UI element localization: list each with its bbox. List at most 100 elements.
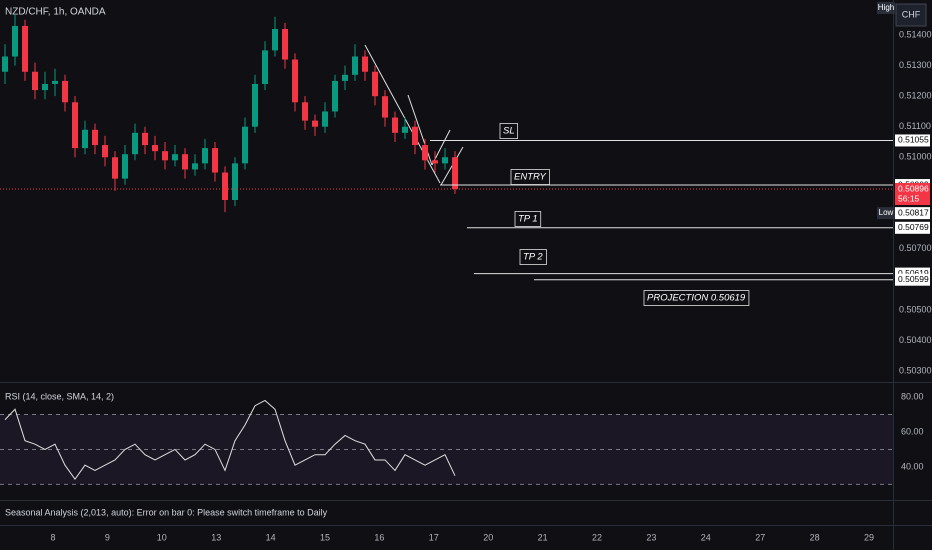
rsi-tick-label: 40.00	[901, 461, 924, 471]
candle-body	[182, 154, 188, 170]
high-label: High	[878, 3, 894, 12]
candle-body	[82, 129, 88, 149]
high-badge	[877, 2, 895, 14]
level-tag-label: PROJECTION 0.50619	[647, 293, 746, 304]
y-tick-label: 0.51100	[899, 121, 931, 131]
x-tick-label: 8	[50, 532, 55, 542]
candle-body	[392, 117, 398, 133]
price-badge	[895, 207, 930, 220]
candle-body	[282, 29, 288, 60]
x-tick-label: 15	[320, 532, 330, 542]
candle-body	[202, 148, 208, 164]
candle-body	[402, 126, 408, 133]
footer-note: Seasonal Analysis (2,013, auto): Error o…	[5, 507, 328, 517]
candle-body	[382, 96, 388, 118]
candle-body	[2, 56, 8, 72]
y-tick-label: 0.51400	[899, 29, 932, 39]
rsi-title: RSI (14, close, SMA, 14, 2)	[5, 391, 114, 401]
x-tick-label: 27	[755, 532, 765, 542]
price-badge	[895, 221, 930, 234]
rsi-band-fill	[0, 414, 893, 485]
level-tag-box	[510, 169, 550, 185]
candle-body	[12, 25, 18, 57]
candle-body	[142, 132, 148, 146]
candle-body	[212, 148, 218, 173]
candle-body	[32, 71, 38, 91]
price-label: 0.51055	[898, 135, 929, 145]
x-tick-label: 17	[429, 532, 439, 542]
price-label: 0.50619	[898, 268, 929, 278]
candle-body	[312, 120, 318, 127]
currency-label: CHF	[902, 9, 921, 19]
y-tick-label: 0.50500	[899, 304, 932, 314]
candle-body	[62, 80, 68, 103]
level-tag-label: ENTRY	[514, 172, 547, 183]
level-tag-label: SL	[503, 126, 515, 137]
rsi-tick-label: 80.00	[901, 391, 924, 401]
candle-body	[192, 163, 198, 170]
price-label: 0.50817	[898, 207, 929, 217]
y-tick-label: 0.50300	[899, 365, 932, 375]
x-tick-label: 29	[864, 532, 874, 542]
price-label: 0.50599	[898, 274, 929, 284]
candle-body	[172, 154, 178, 161]
level-tag-box	[514, 211, 542, 227]
candle-body	[262, 50, 268, 84]
candle-body	[152, 145, 158, 152]
x-tick-label: 10	[157, 532, 167, 542]
countdown-label: 56:15	[898, 193, 920, 203]
level-tag-box	[519, 249, 547, 265]
candle-body	[122, 154, 128, 179]
candle-body	[232, 163, 238, 201]
candle-body	[292, 59, 298, 103]
candle-body	[72, 102, 78, 149]
level-tag: TP 2	[519, 249, 547, 265]
candle-body	[102, 145, 108, 158]
currency-badge	[895, 3, 927, 27]
candle-body	[322, 111, 328, 127]
candle-body	[452, 157, 458, 190]
level-tag-box	[643, 290, 750, 306]
candle-body	[92, 129, 98, 146]
candle-body	[422, 145, 428, 161]
candle-body	[242, 126, 248, 164]
x-tick-label: 28	[810, 532, 820, 542]
candle-body	[442, 157, 448, 164]
price-badge	[895, 273, 930, 286]
candle-body	[22, 25, 28, 72]
level-tag-box	[499, 123, 519, 139]
candle-body	[332, 80, 338, 112]
candle-body	[342, 74, 348, 81]
y-tick-label: 0.51200	[899, 91, 932, 101]
candle-body	[252, 83, 258, 127]
low-label: Low	[879, 208, 894, 217]
x-tick-label: 16	[374, 532, 384, 542]
candle-body	[272, 29, 278, 51]
chart-title: NZD/CHF, 1h, OANDA	[5, 7, 106, 18]
x-tick-label: 20	[483, 532, 493, 542]
candle-body	[302, 102, 308, 121]
x-tick-label: 22	[592, 532, 602, 542]
level-tag-label: TP 1	[518, 214, 538, 225]
candle-body	[222, 172, 228, 201]
rsi-tick-label: 60.00	[901, 426, 924, 436]
candle-body	[112, 157, 118, 179]
low-badge	[877, 207, 896, 220]
candle-body	[52, 80, 58, 84]
x-tick-label: 24	[701, 532, 711, 542]
candle-body	[362, 56, 368, 72]
y-tick-label: 0.50400	[899, 335, 932, 345]
x-tick-label: 21	[538, 532, 548, 542]
candle-body	[372, 71, 378, 97]
x-tick-label: 14	[266, 532, 276, 542]
candle-body	[162, 151, 168, 161]
level-tag: SL	[499, 123, 519, 139]
y-tick-label: 0.51300	[899, 60, 932, 70]
level-tag: PROJECTION 0.50619	[643, 290, 750, 306]
price-badge	[895, 134, 930, 147]
candle-body	[132, 132, 138, 155]
price-label: 0.50769	[898, 222, 929, 232]
x-tick-label: 13	[211, 532, 221, 542]
